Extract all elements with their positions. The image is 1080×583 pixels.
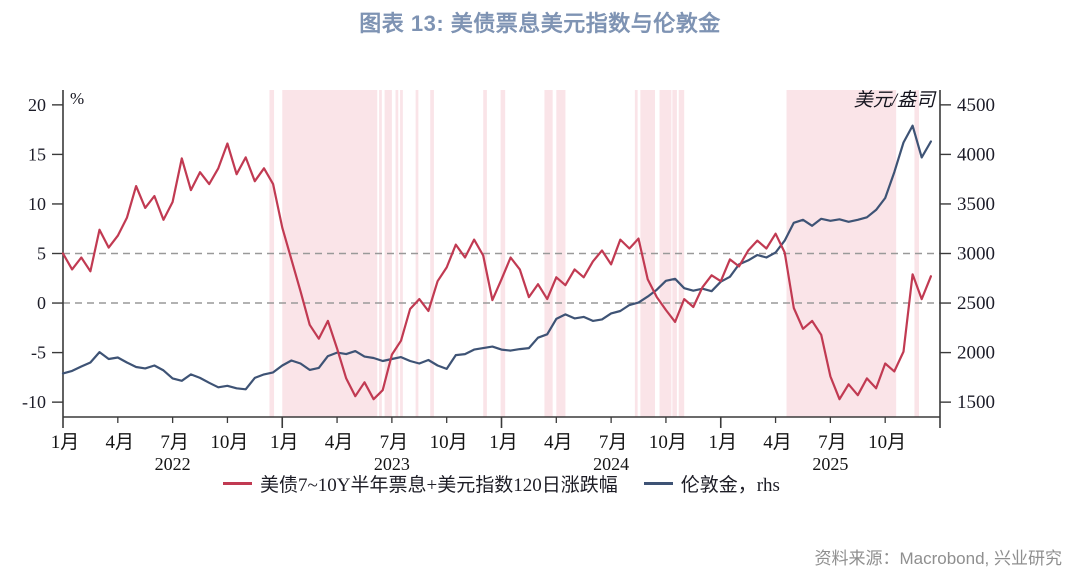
chart-area: 20 15 10 5 0 -5 -10 4500 4000 3500 3000 2500 2000 150… (22, 89, 995, 474)
right-tick-label: 2500 (957, 293, 995, 314)
x-tick-label: 7月 (160, 432, 189, 453)
right-axis-unit: 美元/盎司 (854, 89, 937, 111)
chart-title: 图表 13: 美债票息美元指数与伦敦金 (359, 11, 721, 36)
right-tick-label: 4000 (957, 144, 995, 165)
x-tick-label: 4月 (544, 432, 573, 453)
x-year-label: 2024 (593, 454, 629, 474)
highlight-band (430, 90, 434, 417)
x-tick-label: 4月 (106, 432, 135, 453)
left-tick-label: -10 (22, 392, 46, 412)
x-tick-label: 10月 (649, 432, 687, 453)
blue-line-swatch (643, 482, 673, 485)
legend-item-blue: 伦敦金，rhs (643, 470, 780, 497)
x-tick-label: 10月 (868, 432, 906, 453)
highlight-band (672, 90, 677, 417)
left-tick-label: 15 (28, 144, 46, 164)
left-tick-label: 0 (37, 293, 46, 313)
highlight-band (500, 90, 506, 417)
x-tick-label: 4月 (325, 432, 354, 453)
right-tick-label: 1500 (957, 392, 995, 413)
red-line-swatch (223, 482, 253, 485)
x-year-label: 2023 (374, 454, 410, 474)
highlight-band (634, 90, 638, 417)
highlight-band (640, 90, 655, 417)
x-tick-label: 1月 (51, 432, 80, 453)
legend-label-red: 美债7~10Y半年票息+美元指数120日涨跌幅 (260, 475, 618, 496)
chart-canvas: 20 15 10 5 0 -5 -10 4500 4000 3500 3000 2500 2000 150… (22, 89, 995, 474)
source-note: 资料来源：Macrobond, 兴业研究 (814, 549, 1063, 568)
x-year-label: 2025 (812, 454, 848, 474)
right-tick-label: 3000 (957, 244, 995, 265)
left-tick-label: 5 (37, 244, 46, 264)
x-year-label: 2022 (155, 454, 191, 474)
x-tick-label: 7月 (380, 432, 409, 453)
right-tick-label: 2000 (957, 343, 995, 364)
legend-label-blue: 伦敦金，rhs (680, 475, 780, 496)
gold-line (61, 124, 933, 391)
x-tick-label: 7月 (599, 432, 628, 453)
right-tick-label: 3500 (957, 194, 995, 215)
legend: 美债7~10Y半年票息+美元指数120日涨跌幅 伦敦金，rhs (63, 470, 940, 497)
highlight-band (786, 90, 897, 417)
left-axis-unit: % (70, 89, 84, 108)
left-tick-label: 20 (28, 95, 46, 115)
x-tick-label: 1月 (270, 432, 299, 453)
x-tick-label: 1月 (489, 432, 518, 453)
x-tick-label: 10月 (210, 432, 248, 453)
left-tick-label: -5 (31, 343, 46, 363)
highlight-band (395, 90, 399, 417)
right-tick-label: 4500 (957, 95, 995, 116)
x-tick-label: 7月 (818, 432, 847, 453)
x-tick-label: 4月 (763, 432, 792, 453)
x-tick-label: 1月 (708, 432, 737, 453)
left-tick-label: 10 (28, 194, 46, 214)
coupon-dxy-line (61, 142, 933, 401)
legend-item-red: 美债7~10Y半年票息+美元指数120日涨跌幅 (223, 470, 618, 497)
x-tick-label: 10月 (430, 432, 468, 453)
